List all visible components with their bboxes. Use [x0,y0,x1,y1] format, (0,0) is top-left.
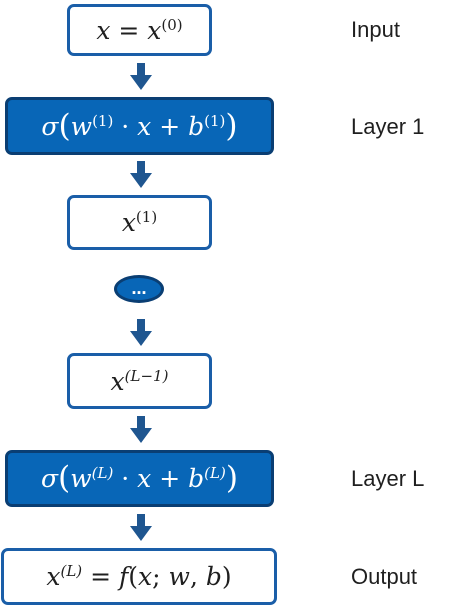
output-node: x(L) = f(x; w, b) [1,548,277,605]
arrow-icon [130,514,152,541]
arrow-icon [130,63,152,90]
arrow-icon [130,416,152,443]
hidden-l-minus-1-node: x(L−1) [67,353,212,409]
ellipsis-node: … [114,275,164,303]
input-node: x = x(0) [67,4,212,56]
arrow-icon [130,319,152,346]
layer-l-node: σ(w(L) · x + b(L)) [5,450,274,507]
layer-1-node: σ(w(1) · x + b(1)) [5,97,274,155]
layer-l-label: Layer L [351,466,425,491]
arrow-icon [130,161,152,188]
input-label: Input [351,17,400,42]
hidden-1-node: x(1) [67,195,212,250]
layer-1-label: Layer 1 [351,114,425,139]
output-label: Output [351,564,418,589]
